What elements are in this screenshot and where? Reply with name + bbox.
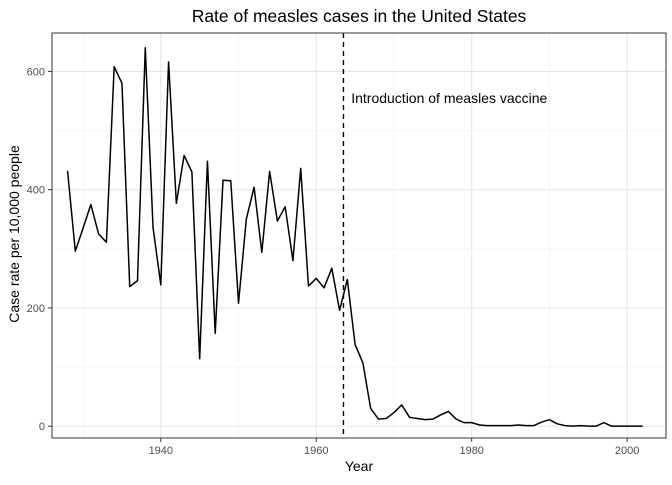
vaccine-annotation-label: Introduction of measles vaccine [351,90,547,106]
y-tick-label: 600 [27,66,45,78]
x-tick-label: 2000 [615,445,639,457]
y-axis-label: Case rate per 10,000 people [6,145,22,323]
x-tick-label: 1960 [304,445,328,457]
y-tick-label: 400 [27,185,45,197]
x-tick-label: 1940 [149,445,173,457]
y-tick-label: 200 [27,303,45,315]
x-tick-label: 1980 [459,445,483,457]
chart-title: Rate of measles cases in the United Stat… [192,6,527,26]
x-axis-label: Year [345,458,374,474]
y-tick-label: 0 [39,421,45,433]
